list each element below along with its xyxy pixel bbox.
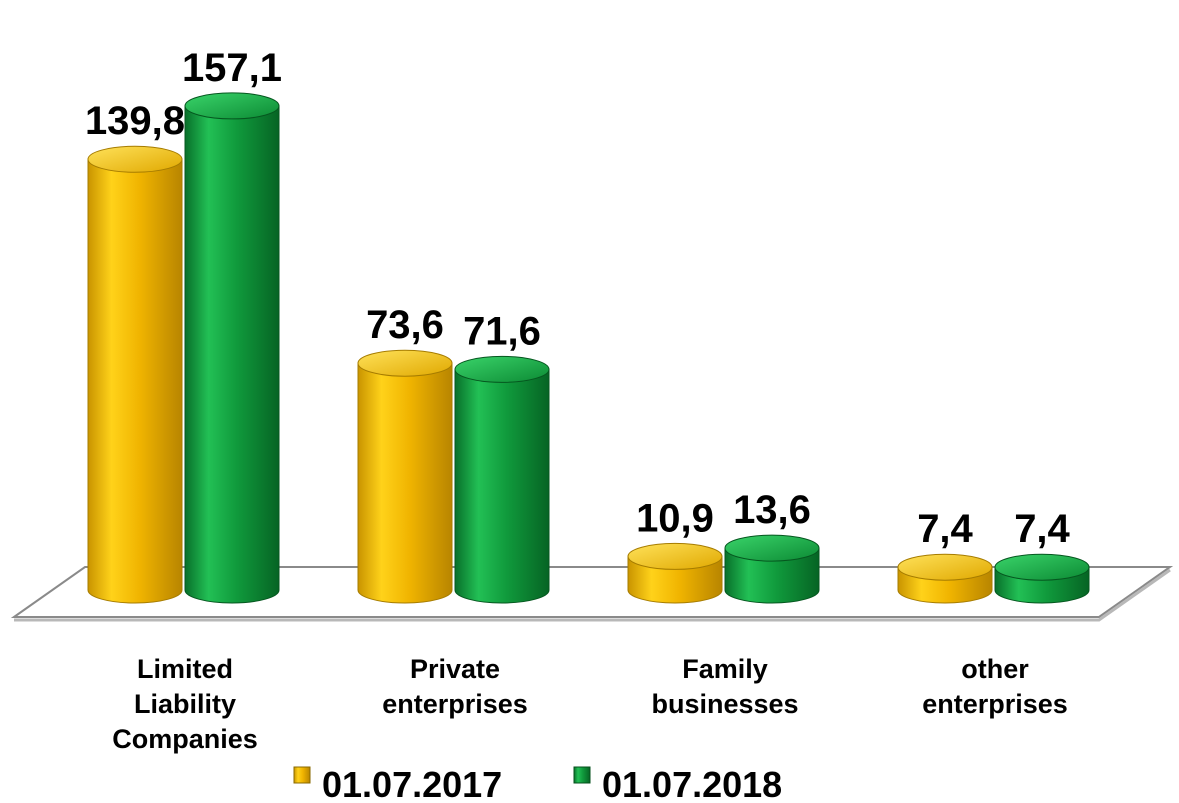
bar-2018-2 (724, 534, 820, 604)
category-label-line: Private (410, 654, 500, 684)
category-label-line: enterprises (382, 689, 528, 719)
bar-2017-2 (627, 542, 723, 604)
category-label-line: businesses (651, 689, 798, 719)
category-label-line: enterprises (922, 689, 1068, 719)
bar-2017-1 (357, 349, 453, 604)
value-label-2018-1: 71,6 (463, 309, 541, 353)
bar-2018-0 (184, 92, 280, 604)
legend-label-2018: 01.07.2018 (602, 764, 782, 803)
value-label-2018-2: 13,6 (733, 488, 811, 532)
chart-floor (10, 566, 1174, 618)
chart-floor-shadow (14, 568, 1171, 622)
legend: 01.07.2017 01.07.2018 (293, 764, 782, 803)
value-label-2017-3: 7,4 (917, 507, 973, 551)
value-label-2017-2: 10,9 (636, 496, 714, 540)
bar-body-2017-1 (357, 362, 453, 604)
category-label-line: other (961, 654, 1029, 684)
legend-swatch-2018 (573, 766, 591, 784)
bar-cap-2018-3 (994, 553, 1090, 581)
bar-body-2018-1 (454, 368, 550, 604)
category-label-0: Limited Liability Companies (112, 654, 258, 754)
value-labels-group: 139,8 157,1 73,6 71,6 10,9 13,6 7,4 7,4 (85, 46, 1071, 551)
bar-cap-2018-1 (454, 355, 550, 383)
category-label-line: Companies (112, 724, 258, 754)
bar-2017-0 (87, 145, 183, 604)
bars-group (87, 92, 1090, 604)
category-label-line: Liability (134, 689, 236, 719)
bar-body-2018-2 (724, 547, 820, 604)
bar-cap-2017-1 (357, 349, 453, 377)
legend-swatch-2017 (293, 766, 311, 784)
value-label-2018-3: 7,4 (1014, 507, 1070, 551)
category-label-2: Family businesses (651, 654, 798, 719)
legend-label-2017: 01.07.2017 (322, 764, 502, 803)
bar-2018-3 (994, 553, 1090, 604)
value-label-2017-0: 139,8 (85, 99, 185, 143)
category-label-1: Private enterprises (382, 654, 528, 719)
bar-cap-2017-0 (87, 145, 183, 173)
bar-cap-2018-2 (724, 534, 820, 562)
bar-body-2017-0 (87, 158, 183, 604)
bar-body-2018-0 (184, 105, 280, 604)
value-label-2017-1: 73,6 (366, 303, 444, 347)
bar-cap-2017-2 (627, 542, 723, 570)
value-label-2018-0: 157,1 (182, 46, 282, 90)
bar-2017-3 (897, 553, 993, 604)
bar-2018-1 (454, 355, 550, 604)
bar-cap-2018-0 (184, 92, 280, 120)
category-label-line: Family (682, 654, 768, 684)
bar-cap-2017-3 (897, 553, 993, 581)
category-label-3: other enterprises (922, 654, 1068, 719)
category-labels-group: Limited Liability Companies Private enterpri… (112, 654, 1068, 754)
category-label-line: Limited (137, 654, 233, 684)
